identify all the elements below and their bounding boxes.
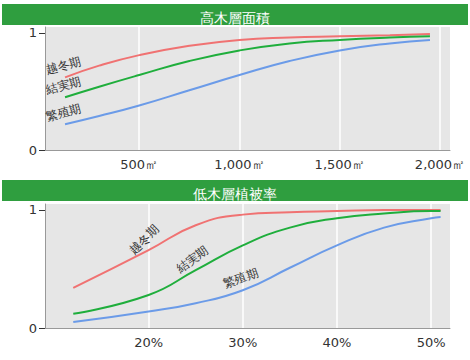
- svg-text:2,000㎡: 2,000㎡: [415, 157, 465, 172]
- svg-text:繁殖期: 繁殖期: [221, 266, 260, 291]
- svg-text:30%: 30%: [228, 335, 257, 350]
- svg-text:40%: 40%: [323, 335, 352, 350]
- svg-text:1: 1: [29, 202, 37, 217]
- svg-text:20%: 20%: [134, 335, 163, 350]
- svg-text:結実期: 結実期: [173, 243, 211, 276]
- svg-text:0: 0: [29, 321, 37, 336]
- svg-text:繁殖期: 繁殖期: [44, 101, 82, 124]
- svg-text:越冬期: 越冬期: [127, 222, 162, 257]
- svg-text:越冬期: 越冬期: [44, 54, 82, 77]
- svg-text:500㎡: 500㎡: [120, 157, 158, 172]
- svg-text:低木層植被率: 低木層植被率: [193, 186, 277, 202]
- svg-text:結実期: 結実期: [43, 74, 82, 97]
- svg-text:1,500㎡: 1,500㎡: [315, 157, 365, 172]
- svg-text:高木層面積: 高木層面積: [200, 10, 270, 26]
- svg-text:0: 0: [29, 143, 37, 158]
- svg-text:50%: 50%: [417, 335, 446, 350]
- svg-text:1,000㎡: 1,000㎡: [214, 157, 264, 172]
- svg-text:1: 1: [29, 25, 37, 40]
